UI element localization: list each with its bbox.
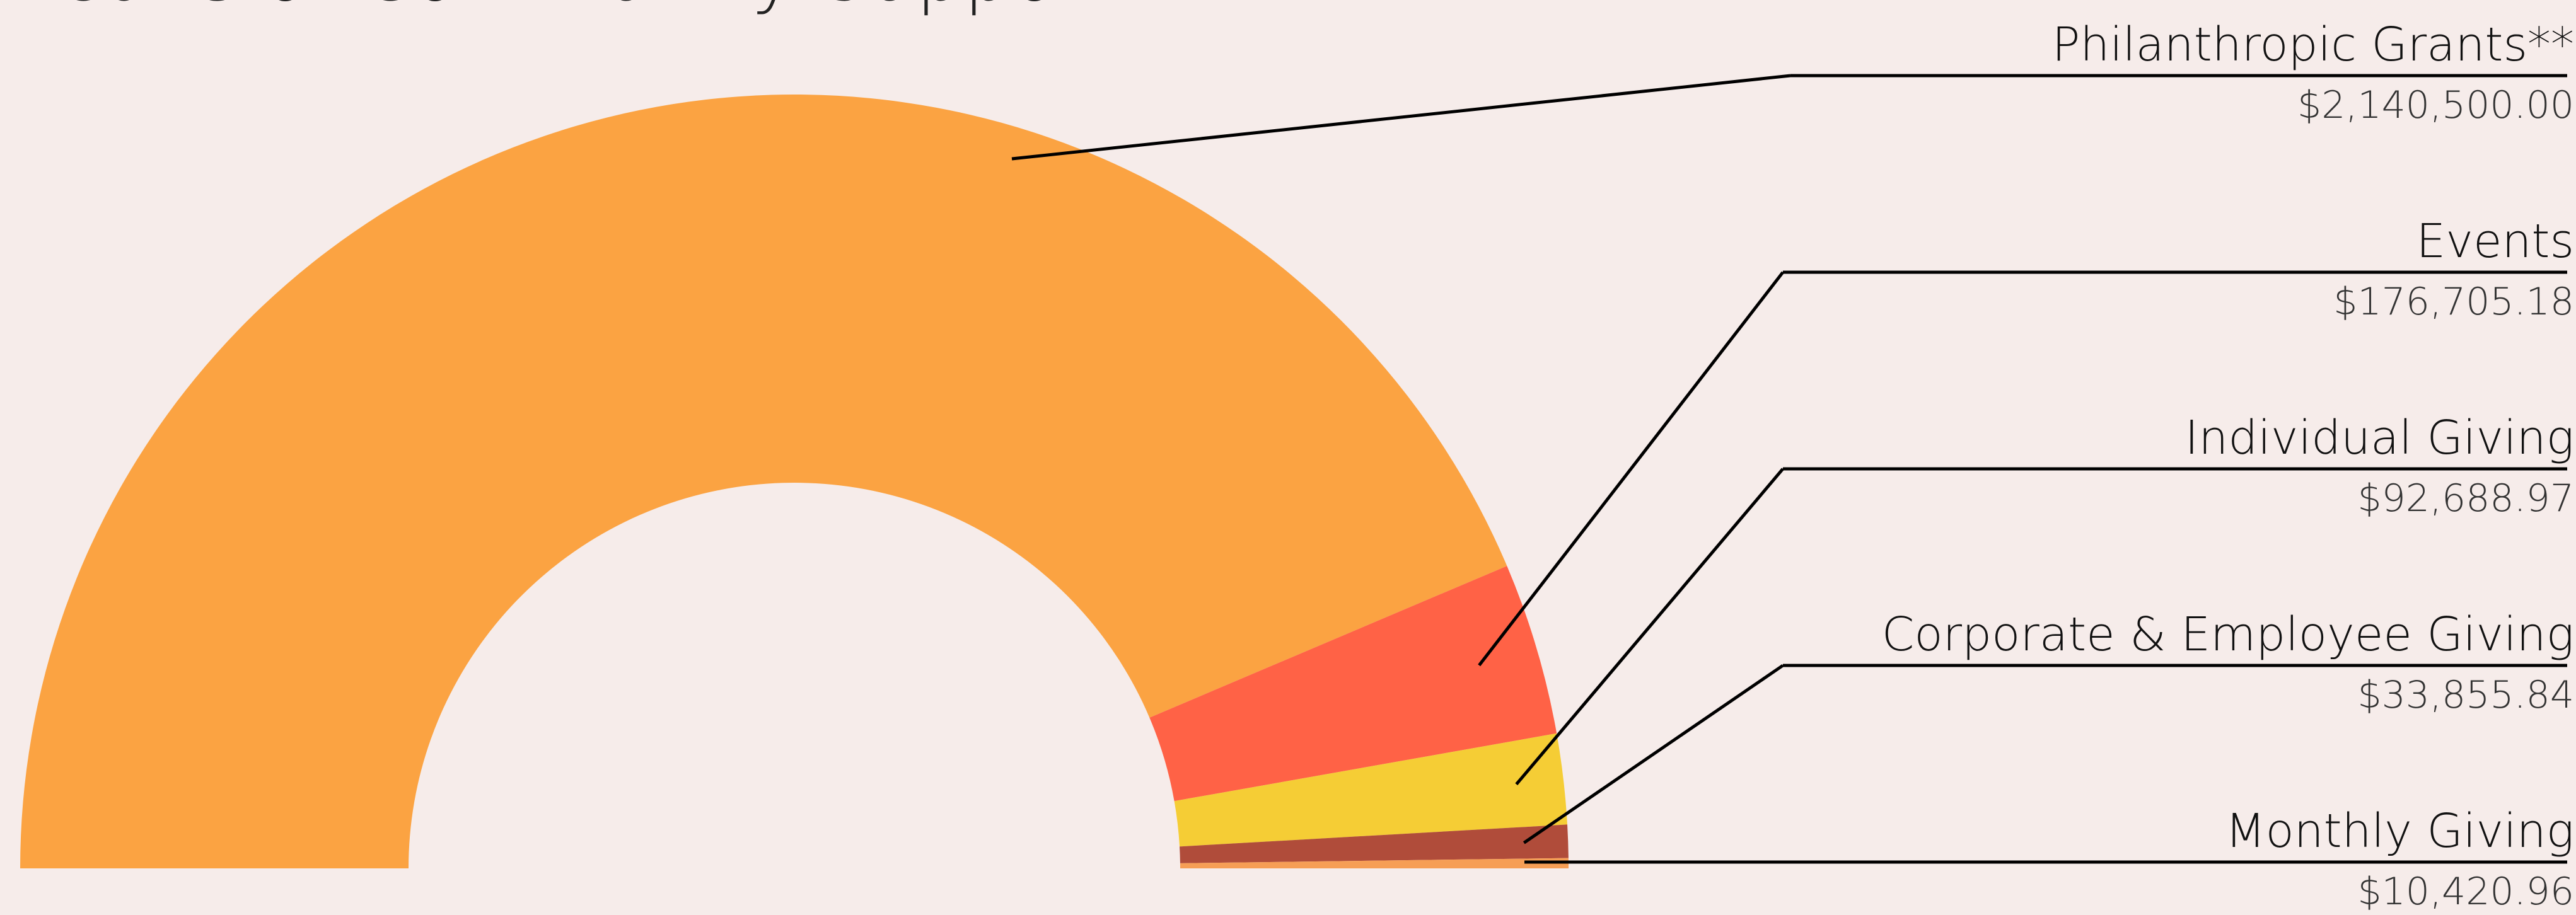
leader-line <box>1515 468 1784 786</box>
chart-title: Means of Community Support <box>0 0 1119 18</box>
leader-line <box>1478 271 1784 667</box>
legend-value: $33,855.84 <box>2357 673 2574 717</box>
slice-individual-giving <box>1174 733 1568 847</box>
slice-philanthropic-grants <box>20 95 1507 868</box>
slice-events <box>1149 566 1557 802</box>
legend-value: $2,140,500.00 <box>2297 83 2574 127</box>
legend-value: $176,705.18 <box>2333 280 2574 324</box>
legend-label: Monthly Giving <box>2225 804 2574 858</box>
leader-line <box>1523 664 1784 844</box>
leader-line <box>1011 74 1791 161</box>
legend-label: Events <box>2416 214 2574 268</box>
legend-label: Corporate & Employee Giving <box>1881 607 2574 662</box>
slice-corporate-employee-giving <box>1180 824 1569 863</box>
legend-label: Philanthropic Grants** <box>2051 18 2574 72</box>
slice-monthly-giving <box>1180 858 1569 868</box>
legend-label: Individual Giving <box>2184 411 2574 465</box>
legend-value: $10,420.96 <box>2357 870 2574 914</box>
legend-value: $92,688.97 <box>2357 476 2574 521</box>
